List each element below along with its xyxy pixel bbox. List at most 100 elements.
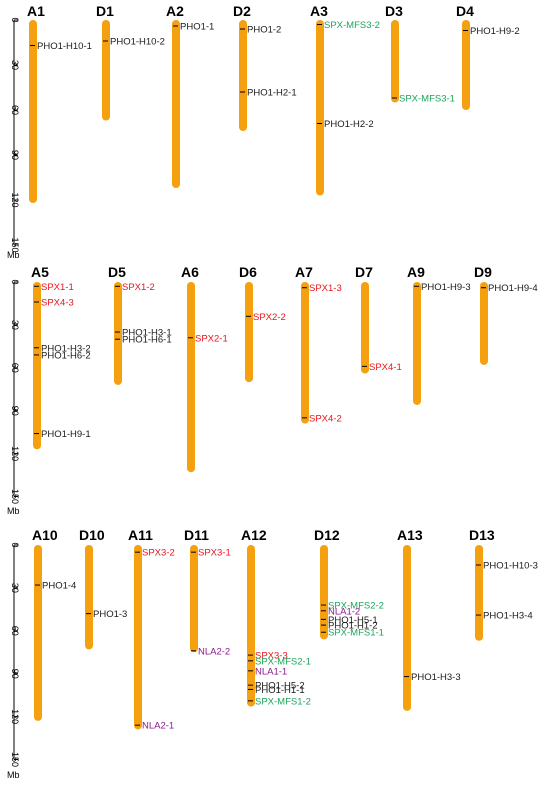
unit-label: Mb [7, 506, 20, 516]
gene-label: PHO1-H6-2 [41, 350, 91, 361]
gene-label: PHO1-H3-2 [41, 343, 91, 354]
gene-label: NLA2-1 [142, 721, 174, 732]
tick-label: 60 [10, 626, 20, 636]
unit-label: Mb [7, 770, 20, 780]
gene-pho1-h3-2: PHO1-H3-2 [34, 343, 91, 354]
chromosome-a13: A13 PHO1-H3-3 [397, 527, 461, 711]
gene-label: SPX4-2 [309, 413, 342, 424]
chromosome-name: D4 [456, 3, 474, 19]
gene-spx-mfs3-2: SPX-MFS3-2 [317, 20, 380, 31]
gene-label: PHO1-H5-1 [328, 615, 378, 626]
chromosome-name: A2 [166, 3, 184, 19]
tick-label: 0 [10, 17, 20, 22]
chromosome-bar [245, 282, 253, 383]
gene-spx-mfs1-2: SPX-MFS1-2 [248, 696, 311, 707]
gene-label: PHO1-H9-1 [41, 429, 91, 440]
chromosome-bar [172, 20, 180, 188]
chromosome-a6: A6 SPX2-1 [181, 264, 228, 473]
chromosome-bar [34, 545, 42, 721]
chromosome-name: A3 [310, 3, 328, 19]
chromosome-a7: A7 SPX1-3 SPX4-2 [295, 264, 342, 424]
gene-spx3-2: SPX3-2 [135, 548, 175, 559]
tick-label: 60 [10, 363, 20, 373]
gene-pho1-h2-2: PHO1-H2-2 [317, 119, 374, 130]
gene-spx2-1: SPX2-1 [188, 333, 228, 344]
chromosome-row-1: 0306090120150MbA1PHO1-H10-1D1PHO1-H10-2A… [7, 3, 520, 260]
gene-pho1-h2-1: PHO1-H2-1 [240, 88, 297, 99]
chromosome-bar [361, 282, 369, 374]
chromosome-bar [480, 282, 488, 365]
chromosome-d10: D10 PHO1-3 [79, 527, 127, 650]
tick-label: 150 [10, 237, 20, 252]
chromosome-name: D13 [469, 527, 495, 543]
tick-label: 150 [10, 752, 20, 767]
tick-label: 120 [10, 446, 20, 461]
tick-label: 120 [10, 192, 20, 207]
gene-pho1-4: PHO1-4 [35, 581, 76, 592]
gene-pho1-h9-3: PHO1-H9-3 [414, 282, 471, 293]
gene-label: SPX4-1 [369, 362, 402, 373]
gene-label: PHO1-H2-2 [324, 119, 374, 130]
gene-nla1-2: NLA1-2 [321, 606, 360, 617]
gene-pho1-1: PHO1-1 [173, 22, 214, 33]
tick-label: 30 [10, 583, 20, 593]
chromosome-bar [301, 282, 309, 424]
gene-spx-mfs1-1: SPX-MFS1-1 [321, 628, 384, 639]
chromosome-bar [33, 282, 41, 450]
chromosome-name: A6 [181, 264, 199, 280]
unit-label: Mb [7, 250, 20, 260]
chromosome-bar [134, 545, 142, 730]
gene-label: PHO1-H9-3 [421, 282, 471, 293]
chromosome-name: A10 [32, 527, 58, 543]
gene-label: SPX3-2 [142, 548, 175, 559]
gene-label: PHO1-3 [93, 609, 127, 620]
gene-label: SPX1-1 [41, 282, 74, 293]
gene-label: PHO1-H1-2 [328, 621, 378, 632]
chromosome-bar [320, 545, 328, 640]
gene-pho1-3: PHO1-3 [86, 609, 127, 620]
chromosome-bar [102, 20, 110, 121]
chromosome-d1: D1 PHO1-H10-2 [96, 3, 165, 121]
chromosome-name: A9 [407, 264, 425, 280]
gene-label: SPX-MFS2-1 [255, 656, 311, 667]
gene-label: SPX3-1 [198, 548, 231, 559]
tick-label: 30 [10, 320, 20, 330]
gene-label: SPX2-1 [195, 333, 228, 344]
chromosome-a11: A11 SPX3-2 NLA2-1 [128, 527, 175, 732]
gene-pho1-h6-1: PHO1-H6-1 [115, 335, 172, 346]
gene-label: SPX1-2 [122, 282, 155, 293]
chromosome-d13: D13 PHO1-H10-3 PHO1-H3-4 [469, 527, 538, 641]
gene-spx4-2: SPX4-2 [302, 413, 342, 424]
chromosome-bar [391, 20, 399, 103]
gene-label: SPX-MFS1-1 [328, 628, 384, 639]
chromosome-d11: D11 SPX3-1 NLA2-2 [184, 527, 231, 657]
chromosome-bar [29, 20, 37, 203]
gene-label: NLA1-2 [328, 606, 360, 617]
chromosome-name: D9 [474, 264, 492, 280]
chromosome-name: D1 [96, 3, 114, 19]
gene-label: SPX4-3 [41, 298, 74, 309]
gene-pho1-h1-2: PHO1-H1-2 [321, 621, 378, 632]
gene-label: SPX3-3 [255, 651, 288, 662]
gene-label: SPX1-3 [309, 283, 342, 294]
gene-label: PHO1-H3-4 [483, 611, 533, 622]
gene-pho1-h3-4: PHO1-H3-4 [476, 611, 533, 622]
chromosome-name: D5 [108, 264, 126, 280]
chromosome-name: A11 [128, 527, 153, 543]
gene-label: PHO1-H6-1 [122, 335, 172, 346]
gene-label: PHO1-4 [42, 581, 76, 592]
gene-spx1-1: SPX1-1 [34, 282, 74, 293]
chromosome-a2: A2 PHO1-1 [166, 3, 214, 188]
chromosome-name: D2 [233, 3, 251, 19]
gene-nla2-2: NLA2-2 [191, 646, 230, 657]
gene-spx4-3: SPX4-3 [34, 298, 74, 309]
chromosome-bar [316, 20, 324, 196]
gene-nla1-1: NLA1-1 [248, 666, 287, 677]
gene-spx-mfs3-1: SPX-MFS3-1 [392, 94, 455, 105]
chromosome-d9: D9 PHO1-H9-4 [474, 264, 538, 365]
chromosome-bar [462, 20, 470, 110]
